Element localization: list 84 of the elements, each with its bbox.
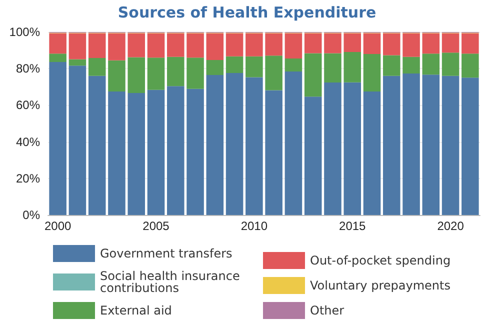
- bar: [128, 57, 146, 93]
- x-tick-label: 2015: [339, 219, 366, 233]
- bar: [128, 33, 146, 58]
- bar: [108, 60, 126, 92]
- bar: [402, 74, 420, 215]
- bar: [68, 66, 86, 215]
- bar: [442, 52, 460, 76]
- x-tick-label: 2000: [44, 219, 72, 233]
- bar: [147, 90, 165, 215]
- bar: [246, 56, 263, 78]
- bar: [226, 72, 244, 215]
- legend-label: Voluntary prepayments: [310, 278, 450, 292]
- bar: [363, 54, 381, 92]
- bar: [324, 33, 342, 54]
- bar: [382, 76, 400, 215]
- bar: [206, 60, 224, 76]
- y-tick-label: 0%: [22, 208, 40, 222]
- bar: [88, 33, 106, 58]
- bar: [68, 59, 86, 66]
- bar: [49, 54, 66, 62]
- bar: [422, 33, 440, 54]
- bar: [304, 53, 322, 97]
- y-tick-label: 80%: [16, 62, 40, 76]
- bar: [462, 78, 479, 215]
- bar: [402, 56, 420, 74]
- bar: [382, 55, 400, 76]
- bar: [147, 58, 165, 90]
- bar: [265, 56, 282, 90]
- bar: [186, 88, 204, 215]
- y-tick-label: 40%: [16, 134, 40, 149]
- chart-title: Sources of Health Expenditure: [118, 4, 376, 22]
- bar: [363, 33, 381, 54]
- bar: [284, 33, 302, 59]
- x-tick-label: 2005: [142, 219, 170, 233]
- bar: [166, 56, 184, 86]
- bar: [246, 33, 263, 56]
- x-tick-label: 2020: [437, 219, 464, 233]
- bar: [49, 33, 66, 54]
- y-tick-label: 100%: [9, 25, 40, 39]
- bar: [166, 33, 184, 57]
- bar: [402, 33, 420, 57]
- legend-label: Government transfers: [100, 246, 232, 260]
- bar: [304, 96, 322, 215]
- bar: [68, 33, 86, 60]
- bar: [88, 76, 106, 215]
- x-tick-label: 2010: [240, 219, 268, 233]
- bar: [166, 86, 184, 215]
- bar: [265, 90, 282, 215]
- bar: [324, 53, 342, 83]
- bar: [462, 33, 479, 54]
- y-tick-label: 20%: [16, 171, 40, 186]
- legend-label: Out-of-pocket spending: [310, 254, 451, 268]
- bar: [108, 91, 126, 215]
- legend-label: Social health insurance contributions: [100, 269, 244, 295]
- bar: [344, 52, 362, 82]
- bar: [284, 58, 302, 72]
- legend-label: External aid: [100, 304, 172, 318]
- bar: [344, 33, 362, 52]
- bar: [304, 33, 322, 54]
- bar: [206, 33, 224, 60]
- bar: [128, 92, 146, 215]
- legend-label: Other: [310, 304, 344, 318]
- bar: [462, 54, 479, 78]
- bar: [442, 76, 460, 215]
- bar: [344, 82, 362, 215]
- y-tick-label: 60%: [16, 98, 40, 112]
- bar: [49, 62, 66, 215]
- bar: [382, 33, 400, 56]
- bar: [108, 33, 126, 60]
- bar: [324, 82, 342, 215]
- bar: [88, 58, 106, 76]
- bar: [186, 58, 204, 89]
- bar: [422, 54, 440, 75]
- bar: [442, 33, 460, 53]
- bar: [226, 33, 244, 56]
- bar: [363, 91, 381, 215]
- bar: [284, 72, 302, 215]
- bar: [186, 33, 204, 58]
- bar: [265, 33, 282, 56]
- bar: [147, 33, 165, 58]
- bar: [246, 77, 263, 215]
- bar: [206, 75, 224, 215]
- bar: [422, 74, 440, 215]
- bar: [226, 56, 244, 73]
